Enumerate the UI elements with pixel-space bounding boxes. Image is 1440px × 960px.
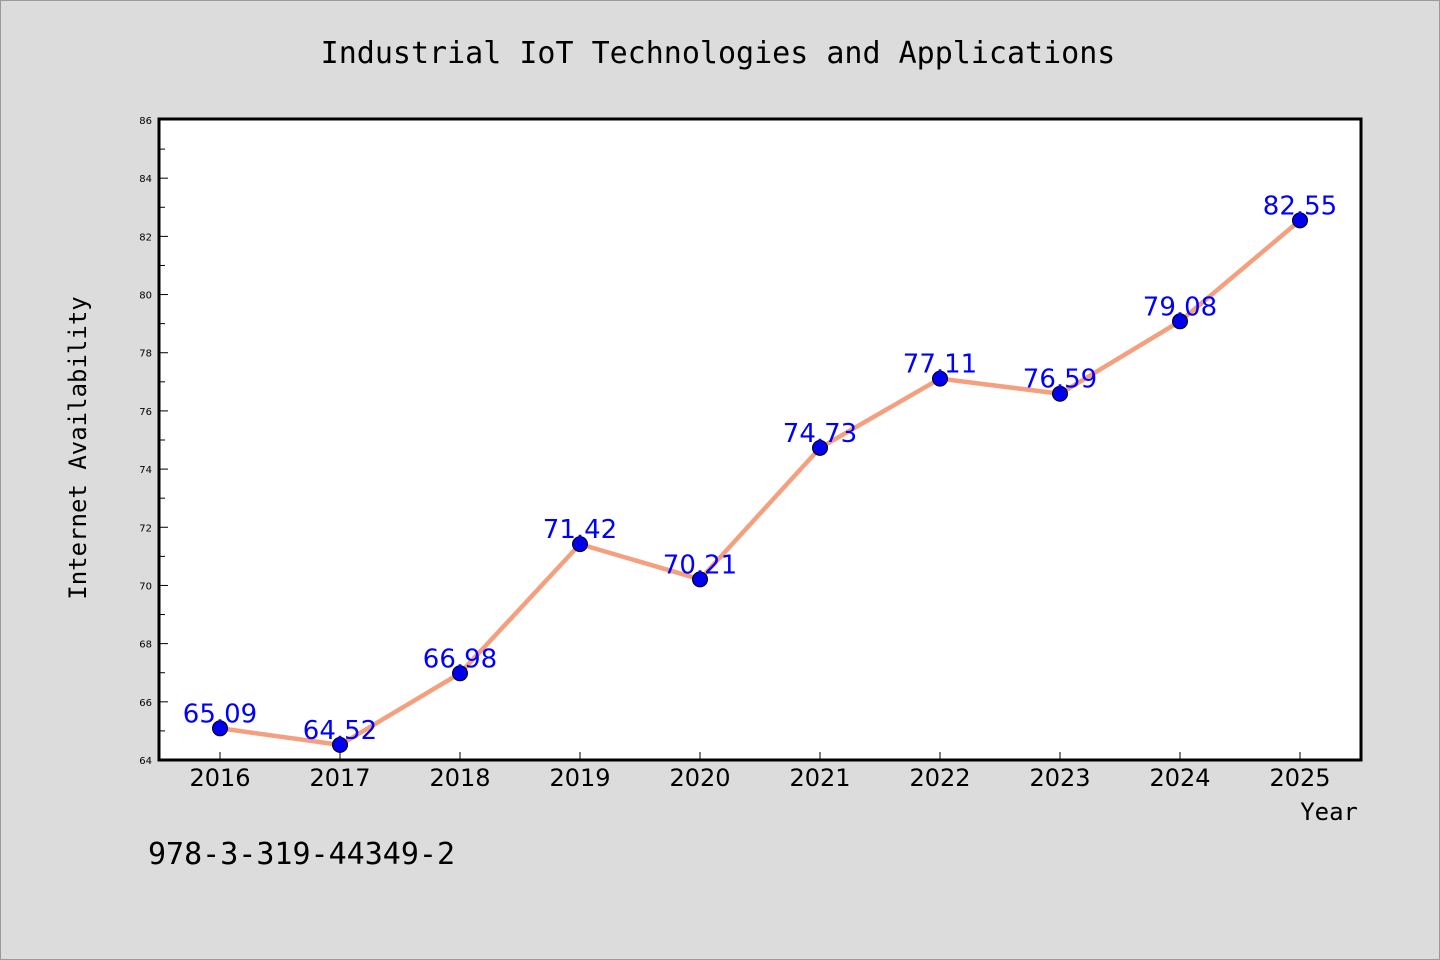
x-tick-label: 2016 xyxy=(189,764,250,792)
data-label: 82.55 xyxy=(1263,191,1337,221)
y-tick-label: 68 xyxy=(139,640,152,651)
data-label: 66.98 xyxy=(423,644,497,674)
data-label: 77.11 xyxy=(903,350,977,380)
x-tick-label: 2021 xyxy=(789,764,850,792)
y-tick-label: 70 xyxy=(139,581,152,592)
x-tick-label: 2023 xyxy=(1029,764,1090,792)
y-tick-label: 84 xyxy=(139,174,152,185)
data-point xyxy=(812,439,828,456)
x-tick-label: 2024 xyxy=(1149,764,1210,792)
series-line xyxy=(219,218,1302,748)
data-point xyxy=(572,536,588,553)
data-label: 76.59 xyxy=(1023,365,1097,395)
data-label: 64.52 xyxy=(303,716,377,746)
y-tick-label: 74 xyxy=(139,465,152,476)
data-point xyxy=(1052,385,1068,402)
y-tick-label: 72 xyxy=(139,523,152,534)
data-point xyxy=(212,720,228,737)
x-tick-label: 2019 xyxy=(549,764,610,792)
series-layer: 65.09 64.52 66.98 71.42 70.21 74.73 77.11 76.59… xyxy=(183,191,1337,753)
data-point xyxy=(452,665,468,682)
y-tick-label: 76 xyxy=(139,407,152,418)
y-axis-label: Internet Availability xyxy=(64,296,92,599)
chart-title: Industrial IoT Technologies and Applicat… xyxy=(321,36,1116,71)
y-tick-label: 66 xyxy=(139,698,152,709)
y-tick-label: 86 xyxy=(139,116,152,127)
data-label: 74.73 xyxy=(783,419,857,449)
y-axis: 64 66 68 70 72 74 76 78 80 82 84 86 xyxy=(139,116,168,767)
x-tick-label: 2022 xyxy=(909,764,970,792)
data-point xyxy=(1172,313,1188,330)
x-tick-label: 2020 xyxy=(669,764,730,792)
data-point xyxy=(332,736,348,753)
data-label: 65.09 xyxy=(183,699,257,729)
data-point xyxy=(932,370,948,387)
y-tick-label: 78 xyxy=(139,349,152,360)
data-label: 71.42 xyxy=(543,515,617,545)
x-axis-label: Year xyxy=(1300,798,1358,826)
y-tick-label: 82 xyxy=(139,232,152,243)
plot-area xyxy=(157,117,1363,762)
y-tick-label: 80 xyxy=(139,291,152,302)
data-point xyxy=(1292,212,1308,229)
x-axis: 2016 2017 2018 2019 2020 2021 2022 2023 2024 2025 xyxy=(189,752,1331,792)
x-tick-label: 2018 xyxy=(429,764,490,792)
data-label: 79.08 xyxy=(1143,292,1217,322)
data-point xyxy=(692,571,708,588)
x-tick-label: 2017 xyxy=(309,764,370,792)
x-tick-label: 2025 xyxy=(1269,764,1330,792)
data-label: 70.21 xyxy=(663,550,737,580)
y-tick-label: 64 xyxy=(139,756,152,767)
